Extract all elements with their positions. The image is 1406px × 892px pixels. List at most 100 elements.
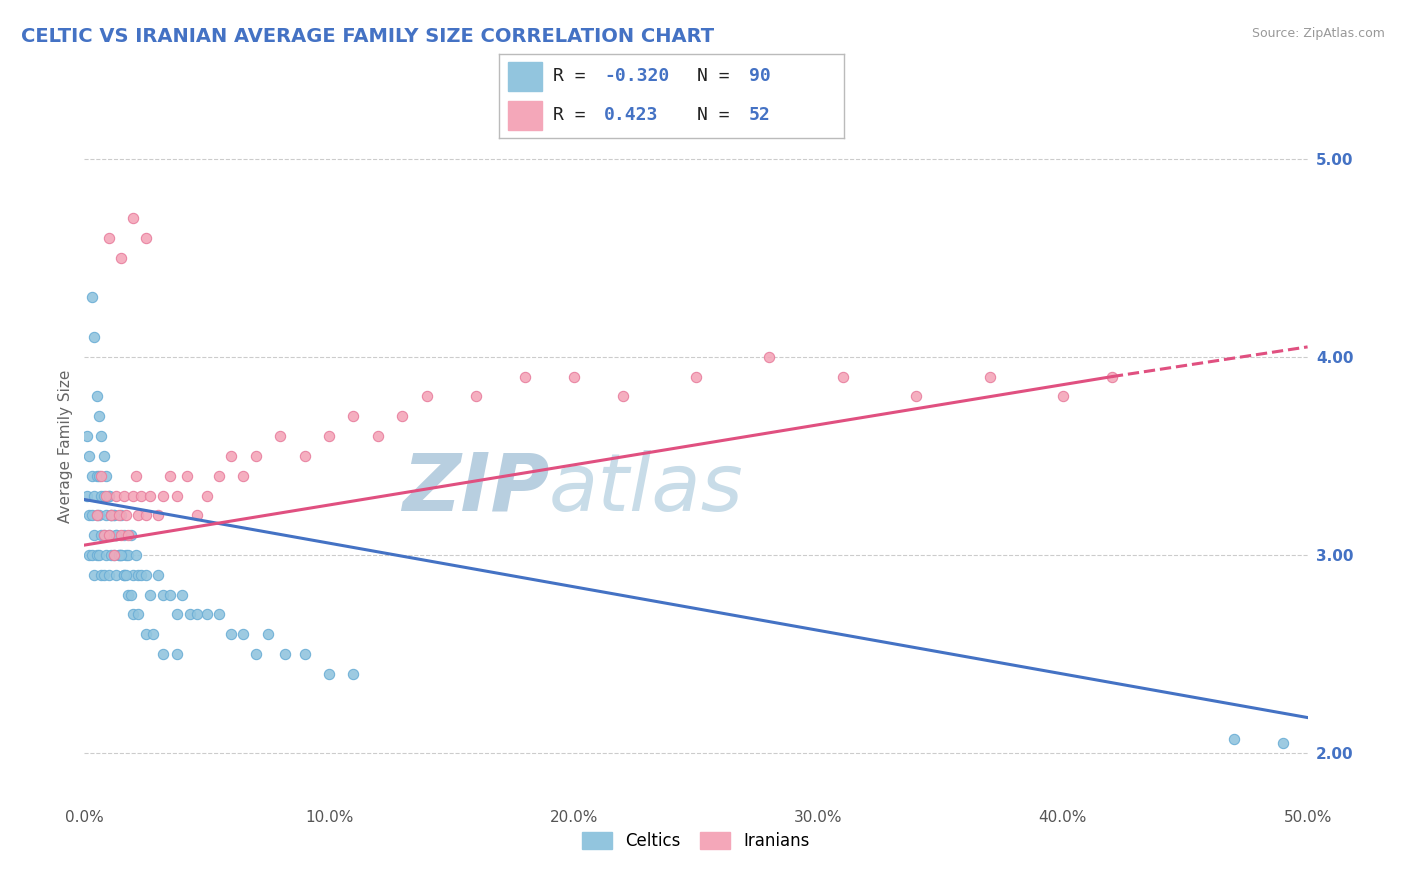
Point	[77, 548, 100, 562]
Point	[232, 627, 254, 641]
Text: 0.423: 0.423	[605, 106, 658, 124]
Point	[1272, 736, 1295, 750]
Point	[464, 389, 486, 403]
Point	[513, 369, 536, 384]
Point	[318, 667, 340, 681]
Point	[105, 528, 128, 542]
Point	[96, 508, 118, 523]
Point	[391, 409, 413, 424]
Point	[76, 429, 98, 443]
Point	[245, 449, 267, 463]
Point	[97, 489, 120, 503]
Point	[152, 588, 174, 602]
Point	[612, 389, 634, 403]
Point	[87, 468, 110, 483]
Point	[342, 409, 364, 424]
Point	[195, 489, 218, 503]
Point	[103, 548, 125, 562]
Legend: Celtics, Iranians: Celtics, Iranians	[574, 824, 818, 859]
Point	[416, 389, 439, 403]
Point	[87, 409, 110, 424]
Point	[83, 567, 105, 582]
Point	[758, 350, 780, 364]
Point	[115, 567, 138, 582]
Point	[96, 468, 118, 483]
Bar	[508, 101, 543, 130]
Point	[100, 508, 122, 523]
Point	[117, 588, 139, 602]
Point	[96, 548, 118, 562]
Point	[142, 627, 165, 641]
Point	[83, 489, 105, 503]
Point	[979, 369, 1001, 384]
Point	[122, 489, 145, 503]
Point	[159, 468, 181, 483]
Point	[135, 627, 157, 641]
Point	[159, 588, 181, 602]
Text: CELTIC VS IRANIAN AVERAGE FAMILY SIZE CORRELATION CHART: CELTIC VS IRANIAN AVERAGE FAMILY SIZE CO…	[21, 27, 714, 45]
Text: Source: ZipAtlas.com: Source: ZipAtlas.com	[1251, 27, 1385, 40]
Point	[294, 449, 316, 463]
Point	[186, 508, 208, 523]
Point	[80, 548, 103, 562]
Point	[152, 489, 174, 503]
Point	[135, 508, 157, 523]
Point	[127, 607, 149, 622]
Point	[115, 508, 138, 523]
Point	[831, 369, 853, 384]
Point	[103, 508, 125, 523]
Point	[105, 528, 128, 542]
Point	[274, 647, 297, 661]
Point	[146, 508, 169, 523]
Point	[87, 548, 110, 562]
Point	[129, 489, 152, 503]
Point	[342, 667, 364, 681]
Point	[103, 508, 125, 523]
Point	[562, 369, 585, 384]
Point	[86, 508, 108, 523]
Point	[112, 528, 135, 542]
Text: 52: 52	[749, 106, 770, 124]
Point	[122, 567, 145, 582]
Point	[112, 567, 135, 582]
Point	[1101, 369, 1123, 384]
Point	[110, 528, 132, 542]
Point	[127, 508, 149, 523]
Point	[1223, 732, 1246, 747]
Point	[105, 489, 128, 503]
Point	[110, 548, 132, 562]
Point	[97, 489, 120, 503]
Point	[176, 468, 198, 483]
Point	[219, 449, 242, 463]
Point	[166, 647, 188, 661]
Point	[110, 508, 132, 523]
Point	[110, 251, 132, 265]
Point	[90, 567, 112, 582]
Point	[76, 489, 98, 503]
Point	[97, 567, 120, 582]
Point	[232, 468, 254, 483]
Point	[195, 607, 218, 622]
Point	[367, 429, 389, 443]
Point	[135, 567, 157, 582]
Point	[152, 647, 174, 661]
Point	[127, 567, 149, 582]
Point	[90, 528, 112, 542]
Point	[96, 489, 118, 503]
Point	[905, 389, 928, 403]
Point	[110, 548, 132, 562]
Point	[146, 567, 169, 582]
Point	[125, 468, 148, 483]
Point	[135, 231, 157, 245]
Point	[117, 528, 139, 542]
Point	[179, 607, 201, 622]
Point	[219, 627, 242, 641]
Point	[685, 369, 707, 384]
Point	[129, 567, 152, 582]
Point	[172, 588, 194, 602]
Text: 90: 90	[749, 68, 770, 86]
Point	[86, 508, 108, 523]
Point	[257, 627, 280, 641]
Point	[294, 647, 316, 661]
Point	[103, 548, 125, 562]
